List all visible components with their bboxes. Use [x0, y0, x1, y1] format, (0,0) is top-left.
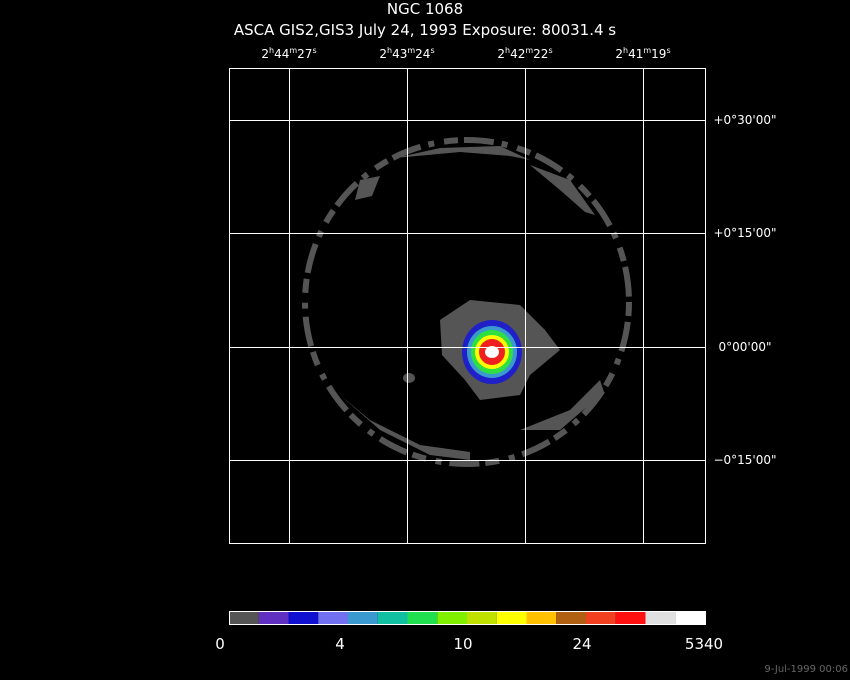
colorbar-label: 5340 — [685, 635, 723, 653]
colorbar-swatch — [318, 611, 348, 625]
colorbar-swatch — [675, 611, 705, 625]
subtitle: ASCA GIS2,GIS3 July 24, 1993 Exposure: 8… — [234, 21, 616, 39]
coordinate-grid — [229, 68, 706, 544]
colorbar-swatch — [496, 611, 527, 625]
colorbar-swatch — [348, 611, 378, 625]
colorbar-swatch — [586, 611, 616, 625]
axis-labels: 2h44m27s 2h43m24s 2h42m22s 2h41m19s+0°30'00… — [261, 46, 776, 467]
ra-unit: h — [387, 46, 392, 55]
ra-value: 2 — [379, 47, 387, 61]
dec-label: −0°15'00" — [713, 453, 776, 467]
source-peak — [485, 346, 499, 358]
ra-unit: s — [666, 46, 670, 55]
colorbar-label: 0 — [215, 635, 225, 653]
ra-unit: s — [548, 46, 552, 55]
colorbar-swatch — [377, 611, 408, 625]
ra-label: 2h42m22s — [497, 46, 552, 61]
colorbar-label: 10 — [453, 635, 472, 653]
ra-label: 2h43m24s — [379, 46, 434, 61]
ra-unit: m — [407, 46, 415, 55]
plot-frame — [229, 68, 706, 544]
ra-unit: h — [623, 46, 628, 55]
dec-label: +0°15'00" — [713, 226, 776, 240]
colorbar: 0 4 10 24 5340 — [215, 611, 723, 653]
emission — [520, 380, 604, 430]
ra-unit: m — [643, 46, 651, 55]
emission — [355, 176, 380, 200]
colorbar-swatch — [645, 611, 676, 625]
colorbar-swatch — [288, 611, 319, 625]
ra-unit: m — [525, 46, 533, 55]
timestamp: 9-Jul-1999 00:06 — [764, 664, 848, 675]
detector-ring — [302, 137, 632, 467]
ra-unit: m — [289, 46, 297, 55]
ra-value: 27 — [297, 47, 312, 61]
ra-value: 43 — [392, 47, 407, 61]
colorbar-swatch — [526, 611, 557, 625]
emission — [403, 373, 415, 383]
ra-label: 2h41m19s — [615, 46, 670, 61]
ra-unit: s — [312, 46, 316, 55]
colorbar-swatch — [407, 611, 438, 625]
emission — [530, 165, 595, 215]
title: NGC 1068 — [387, 0, 463, 18]
colorbar-swatch — [258, 611, 289, 625]
colorbar-swatch — [467, 611, 497, 625]
ra-value: 19 — [651, 47, 666, 61]
ra-value: 2 — [261, 47, 269, 61]
dec-label: +0°30'00" — [713, 113, 776, 127]
ra-value: 41 — [628, 47, 643, 61]
colorbar-swatch — [437, 611, 467, 625]
colorbar-label: 24 — [572, 635, 591, 653]
ra-value: 24 — [415, 47, 430, 61]
emission — [340, 395, 470, 460]
colorbar-swatch — [556, 611, 586, 625]
ra-value: 2 — [615, 47, 623, 61]
sky-image — [302, 137, 632, 467]
emission — [395, 146, 530, 160]
ra-unit: h — [505, 46, 510, 55]
ra-unit: s — [430, 46, 434, 55]
colorbar-label: 4 — [335, 635, 345, 653]
ra-unit: h — [269, 46, 274, 55]
ra-label: 2h44m27s — [261, 46, 316, 61]
colorbar-swatch — [229, 611, 259, 625]
ra-value: 44 — [274, 47, 289, 61]
ra-value: 22 — [533, 47, 548, 61]
ra-value: 2 — [497, 47, 505, 61]
colorbar-frame — [229, 611, 706, 625]
ra-value: 42 — [510, 47, 525, 61]
colorbar-swatch — [615, 611, 646, 625]
dec-label: 0°00'00" — [719, 340, 772, 354]
